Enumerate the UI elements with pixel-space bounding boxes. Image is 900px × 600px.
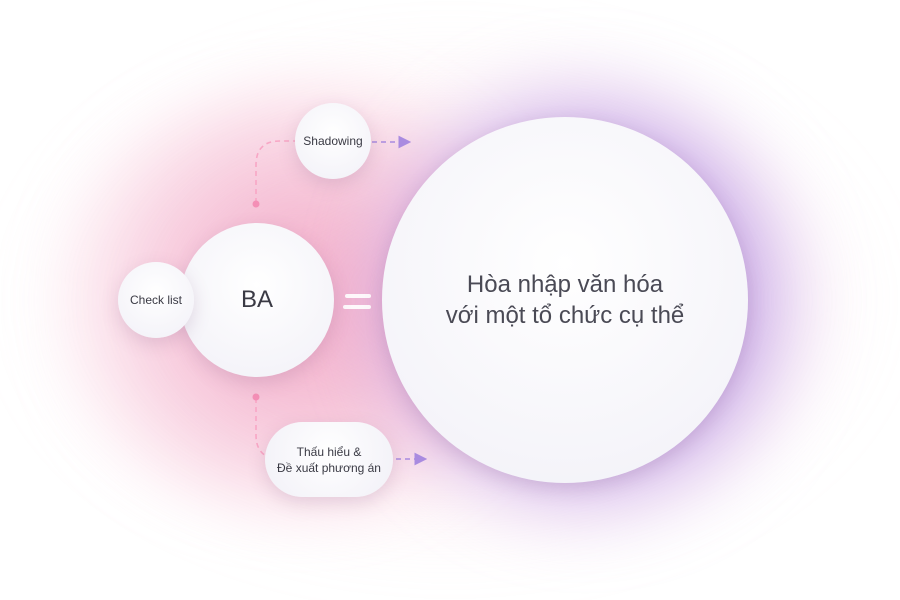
connector-dot-bottom [252,393,260,401]
equals-bar-top [345,294,371,298]
proposal-line-2: Đề xuất phương án [277,460,381,475]
equals-bar-bottom [343,305,371,309]
checklist-label: Check list [129,293,182,307]
connector-ba-proposal [255,398,267,457]
proposal-pill: Thấu hiểu & Đề xuất phương án [265,422,393,497]
connector-dot-top [252,200,260,208]
ba-circle: BA [180,223,334,377]
shadowing-circle: Shadowing [295,103,371,179]
center-line-1: Hòa nhập văn hóa [466,271,664,298]
center-line-2: với một tổ chức cụ thể [445,302,685,329]
shadowing-label: Shadowing [303,134,363,148]
connector-ba-shadowing [255,140,296,203]
checklist-circle: Check list [118,262,194,338]
center-circle: Hòa nhập văn hóa với một tổ chức cụ thể [382,117,748,483]
proposal-line-1: Thấu hiểu & [296,444,362,459]
ba-label: BA [240,286,273,313]
